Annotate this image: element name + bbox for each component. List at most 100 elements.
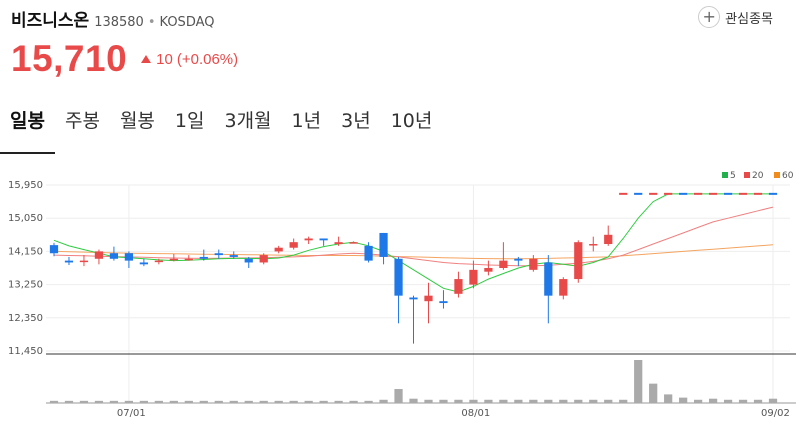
- legend-swatch: [744, 172, 750, 178]
- candle-body: [199, 256, 208, 259]
- volume-bar: [469, 399, 478, 403]
- volume-bar: [364, 400, 373, 403]
- volume-bar: [484, 399, 493, 403]
- volume-bar: [723, 399, 733, 403]
- candle-body: [559, 279, 568, 296]
- y-tick-label: 11,450: [8, 346, 43, 357]
- volume-bar: [199, 400, 208, 403]
- candle-body: [349, 242, 358, 244]
- volume-bar: [139, 400, 148, 403]
- candle-body: [604, 234, 613, 245]
- volume-bar: [49, 400, 59, 403]
- tab-3year[interactable]: 3년: [341, 110, 371, 132]
- candle-body: [289, 242, 298, 248]
- volume-bar: [274, 400, 283, 403]
- volume-bar: [694, 399, 703, 403]
- volume-bar: [259, 400, 268, 403]
- tab-monthly[interactable]: 월봉: [119, 110, 155, 132]
- candle-body: [109, 253, 119, 259]
- tab-daily[interactable]: 일봉: [0, 106, 55, 154]
- price-change: 10 (+0.06%): [141, 51, 238, 68]
- volume-bar: [529, 399, 538, 403]
- volume-bar: [768, 398, 778, 403]
- volume-bar: [753, 399, 763, 403]
- volume-bar: [169, 400, 178, 403]
- candle-body: [94, 251, 104, 259]
- market-name: KOSDAQ: [159, 15, 215, 30]
- candle-body: [274, 247, 283, 252]
- volume-bar: [334, 400, 343, 403]
- y-tick-label: 12,350: [8, 313, 43, 324]
- candle-body: [139, 262, 148, 265]
- volume-bar: [664, 394, 673, 403]
- volume-bar: [379, 399, 388, 403]
- volume-bar: [738, 399, 748, 403]
- volume-bar: [514, 399, 523, 403]
- y-tick-label: 15,950: [8, 180, 43, 191]
- candle-body: [64, 260, 74, 263]
- volume-bar: [589, 399, 598, 403]
- tab-1year[interactable]: 1년: [291, 110, 322, 132]
- volume-bar: [454, 399, 463, 403]
- candle-body: [364, 245, 373, 261]
- volume-bar: [679, 397, 688, 403]
- volume-bar: [229, 400, 238, 403]
- volume-bar: [319, 400, 328, 403]
- stock-name: 비즈니스온: [11, 11, 90, 31]
- candle-body: [394, 258, 403, 296]
- tab-10year[interactable]: 10년: [390, 110, 433, 132]
- volume-bar: [394, 389, 403, 403]
- candle-body: [454, 279, 463, 294]
- period-tabs: 일봉 주봉 월봉 1일 3개월 1년 3년 10년: [0, 106, 801, 154]
- volume-bar: [124, 400, 134, 403]
- favorite-label: 관심종목: [725, 11, 773, 27]
- candle-body: [424, 295, 433, 302]
- candle-body: [124, 253, 134, 261]
- volume-bar: [634, 360, 643, 403]
- tab-1day[interactable]: 1일: [174, 110, 205, 132]
- candle-body: [514, 258, 523, 261]
- volume-bar: [64, 400, 74, 403]
- volume-bar: [349, 400, 358, 403]
- legend-swatch: [774, 172, 780, 178]
- candle-body: [304, 238, 313, 241]
- candle-body: [244, 258, 253, 263]
- volume-bar: [439, 399, 448, 403]
- candle-body: [439, 301, 448, 304]
- volume-bar: [79, 400, 89, 403]
- candle-body: [169, 258, 178, 261]
- candle-body: [574, 242, 583, 280]
- candle-body: [229, 255, 238, 257]
- volume-bar: [109, 400, 119, 403]
- price-row: 15,710 10 (+0.06%): [11, 38, 238, 80]
- candle-body: [589, 244, 598, 246]
- candlestick-chart[interactable]: 15,950 15,050 14,150 13,250 12,350 11,450 07/0…: [0, 160, 801, 430]
- candle-body: [79, 260, 89, 263]
- candle-body: [259, 255, 268, 263]
- candle-body: [379, 232, 388, 257]
- volume-bar: [559, 399, 568, 403]
- candle-body: [319, 238, 328, 241]
- legend-label: 5: [730, 171, 736, 181]
- volume-bar: [649, 383, 658, 403]
- stock-code: 138580: [94, 15, 144, 30]
- candle-body: [49, 245, 59, 254]
- volume-bar: [424, 399, 433, 403]
- up-triangle-icon: [141, 55, 152, 63]
- separator-dot: •: [147, 15, 156, 30]
- legend-label: 60: [782, 171, 794, 181]
- y-tick-label: 13,250: [8, 280, 43, 291]
- candle-body: [409, 297, 418, 300]
- change-amount: 10: [156, 50, 173, 68]
- candle-body: [529, 258, 538, 270]
- tab-3month[interactable]: 3개월: [224, 110, 272, 132]
- volume-bar: [304, 400, 313, 403]
- ma60-line: [53, 244, 774, 260]
- ma5-line: [53, 193, 773, 293]
- legend-swatch: [722, 172, 728, 178]
- tab-weekly[interactable]: 주봉: [64, 110, 100, 132]
- volume-bar: [94, 400, 104, 403]
- y-tick-label: 14,150: [8, 246, 43, 257]
- favorite-button[interactable]: + 관심종목: [698, 6, 773, 28]
- volume-bar: [604, 399, 613, 403]
